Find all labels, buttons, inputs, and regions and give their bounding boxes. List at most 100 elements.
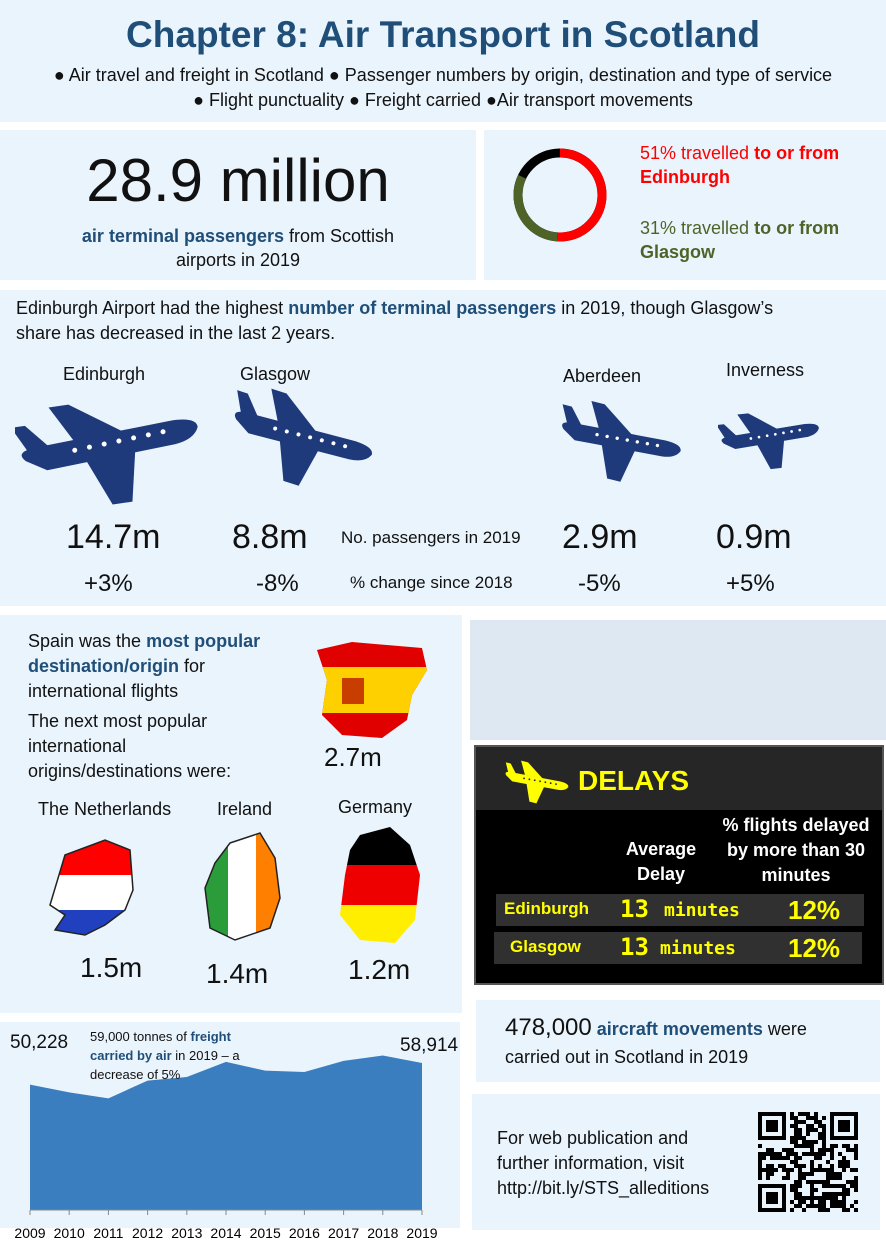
airports-intro: Edinburgh Airport had the highest number… [16, 296, 876, 346]
glasgow-share-bold: to or from Glasgow [640, 218, 840, 262]
x-tick-label: 2014 [210, 1225, 241, 1241]
netherlands-flag-map-icon [49, 839, 134, 936]
row-label-change: % change since 2018 [350, 573, 513, 592]
change-inverness: +5% [726, 570, 775, 597]
freight-annotation: 59,000 tonnes of freight carried by air … [90, 1027, 260, 1084]
annotation-post: in 2019 – a decrease of 5% [90, 1048, 240, 1082]
delays-panel: DELAYS Average Delay % flights delayed b… [474, 745, 884, 985]
web-line2: further information, visit [497, 1153, 685, 1173]
col-pct-delayed: % flights delayed by more than 30 minute… [722, 815, 870, 885]
x-tick-label: 2017 [328, 1225, 359, 1241]
glasgow-share: 31% travelled to or from Glasgow [640, 216, 880, 264]
header-panel [0, 0, 886, 122]
passengers-label-bold: air terminal passengers [81, 226, 285, 246]
country-name-germany: Germany [338, 797, 413, 817]
spain-flag-map-icon [317, 642, 427, 738]
label-first: 50,228 [10, 1032, 69, 1053]
movements-bold: aircraft movements [596, 1019, 763, 1039]
edinburgh-share-bold: to or from Edinburgh [640, 143, 840, 187]
total-passengers: 28.9 million [86, 147, 390, 214]
plane-icon [555, 400, 685, 490]
col-average-delay: Average Delay [625, 839, 697, 884]
row-avg: 13 [620, 895, 649, 923]
movements-line2: carried out in Scotland in 2019 [505, 1047, 749, 1067]
x-tick-label: 2016 [289, 1225, 320, 1241]
freight-area-chart: 2009 2010 2011 2012 2013 2014 2015 2016 2017 2018… [14, 1055, 438, 1241]
passengers-panel [0, 130, 476, 280]
x-tick-label: 2009 [14, 1225, 45, 1241]
passengers-glasgow: 8.8m [232, 518, 308, 556]
movements-value: 478,000 [505, 1014, 592, 1041]
x-tick-label: 2012 [132, 1225, 163, 1241]
web-url-link[interactable]: http://bit.ly/STS_alleditions [497, 1178, 710, 1198]
row-unit: minutes [664, 900, 740, 921]
row-airport: Edinburgh [504, 899, 589, 918]
row-pct: 12% [788, 933, 841, 963]
passengers-edinburgh: 14.7m [66, 518, 161, 556]
spain-bold: most popular destination/origin [28, 631, 261, 676]
next-popular-text: The next most popular international orig… [28, 711, 232, 781]
plane-icon [15, 395, 205, 515]
topics-line-2: ● Flight punctuality ● Freight carried ●… [193, 90, 693, 110]
germany-value: 1.2m [348, 954, 411, 985]
ireland-value: 1.4m [206, 958, 269, 989]
plane-icon [500, 759, 570, 807]
change-glasgow: -8% [256, 570, 299, 597]
share-donut [513, 148, 607, 242]
x-tick-label: 2019 [406, 1225, 437, 1241]
netherlands-value: 1.5m [80, 952, 143, 983]
airport-name-glasgow: Glasgow [240, 364, 311, 384]
movements-post: were [762, 1019, 807, 1039]
edinburgh-share: 51% travelled to or from Edinburgh [640, 141, 880, 189]
movements-text: 478,000 aircraft movements were carried … [505, 1014, 875, 1071]
delay-row-glasgow: Glasgow 13 minutes 12% [494, 932, 862, 964]
country-name-netherlands: The Netherlands [38, 799, 172, 819]
row-unit: minutes [660, 938, 736, 959]
movements-panel [476, 1000, 880, 1082]
web-text: For web publication and further informat… [497, 1126, 709, 1201]
edinburgh-share-text: 51% travelled [640, 143, 755, 163]
change-edinburgh: +3% [84, 570, 133, 597]
airport-name-inverness: Inverness [726, 360, 805, 380]
x-tick-label: 2018 [367, 1225, 398, 1241]
annotation-pre: 59,000 tonnes of [90, 1029, 191, 1044]
airport-name-aberdeen: Aberdeen [563, 366, 642, 386]
web-line1: For web publication and [497, 1128, 689, 1148]
passengers-inverness: 0.9m [716, 518, 792, 556]
passengers-label-line2: airports in 2019 [175, 250, 301, 270]
spain-post: for international flights [28, 656, 206, 701]
blank-panel [470, 620, 886, 740]
label-last: 58,914 [400, 1035, 459, 1056]
spain-pre: Spain was the [28, 631, 147, 651]
plane-icon [718, 406, 823, 475]
country-name-ireland: Ireland [217, 799, 273, 819]
intro-line2: share has decreased in the last 2 years. [16, 323, 336, 343]
intro-bold: number of terminal passengers [288, 298, 557, 318]
page-title: Chapter 8: Air Transport in Scotland [126, 14, 760, 55]
x-tick-label: 2015 [250, 1225, 281, 1241]
intro-text: Edinburgh Airport had the highest [16, 298, 289, 318]
row-label-passengers: No. passengers in 2019 [341, 528, 521, 547]
passengers-aberdeen: 2.9m [562, 518, 638, 556]
intro-post: in 2019, though Glasgow’s [556, 298, 774, 318]
freight-area [30, 1055, 422, 1210]
airport-name-edinburgh: Edinburgh [63, 364, 146, 384]
annotation-bold: freight carried by air [90, 1029, 231, 1063]
spain-text: Spain was the most popular destination/o… [28, 629, 288, 704]
row-airport: Glasgow [510, 937, 581, 956]
glasgow-share-text: 31% travelled [640, 218, 755, 238]
row-pct: 12% [788, 895, 841, 925]
plane-icon [225, 385, 375, 505]
change-aberdeen: -5% [578, 570, 621, 597]
delays-title: DELAYS [578, 765, 690, 796]
x-tick-label: 2010 [54, 1225, 85, 1241]
passengers-label-rest: from Scottish [284, 226, 395, 246]
donut-segment-glasgow [513, 148, 607, 242]
delay-row-edinburgh: Edinburgh 13 minutes 12% [496, 894, 864, 926]
qr-code-icon[interactable] [758, 1112, 858, 1212]
donut-segment-edinburgh [513, 148, 607, 242]
ireland-flag-map-icon [204, 832, 281, 941]
x-tick-label: 2013 [171, 1225, 202, 1241]
topics-line-1: ● Air travel and freight in Scotland ● P… [53, 65, 833, 85]
germany-flag-map-icon [340, 827, 420, 943]
